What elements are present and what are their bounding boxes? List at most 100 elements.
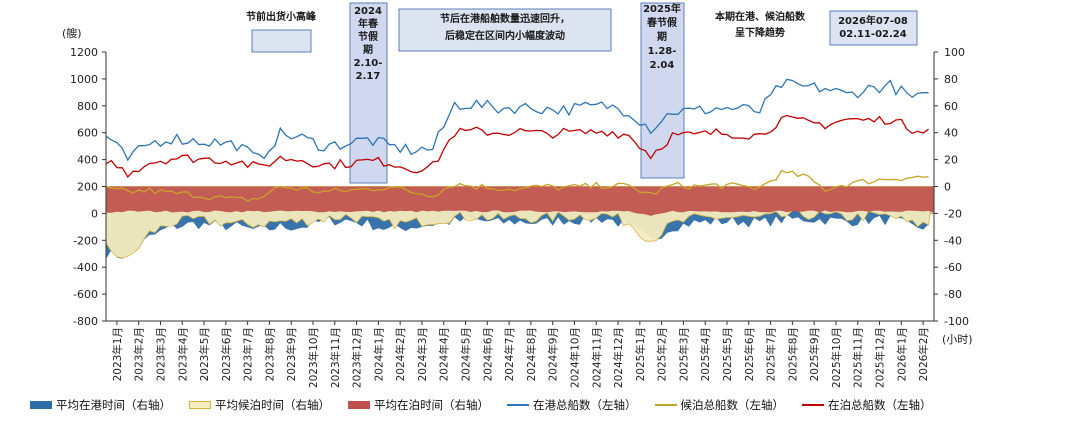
annotation-0-line-0: 节前出货小高峰 (246, 10, 317, 23)
right-axis-unit: (小时) (942, 333, 973, 346)
annotation-2-line-1: 后稳定在区间内小幅度波动 (445, 29, 565, 42)
x-tick-label: 2025年2月 (656, 327, 669, 381)
legend-item-avg-berthed: 平均在泊时间（右轴） (348, 397, 489, 413)
legend-swatch-avg-waiting (189, 401, 211, 409)
annotation-box-4 (829, 10, 918, 46)
legend-line-total-waiting (654, 404, 677, 406)
right-tick-label: -20 (944, 207, 962, 220)
x-tick-label: 2023年5月 (198, 327, 211, 381)
left-tick-label: 800 (77, 100, 98, 113)
x-tick-label: 2024年8月 (525, 327, 538, 381)
left-tick-label: 1000 (70, 73, 98, 86)
annotation-1-line-5: 2.17 (356, 71, 381, 82)
annotation-box-2 (398, 8, 612, 52)
x-tick-label: 2025年8月 (786, 327, 799, 381)
x-tick-label: 2025年10月 (830, 327, 843, 388)
annotation-box-3 (640, 2, 685, 179)
x-tick-label: 2024年5月 (460, 327, 473, 381)
legend-label-avg-waiting: 平均候泊时间（右轴） (215, 398, 330, 412)
x-tick-label: 2024年10月 (568, 327, 581, 388)
x-tick-label: 2025年12月 (874, 327, 887, 388)
x-tick-label: 2026年1月 (895, 327, 908, 381)
x-tick-label: 2023年11月 (329, 327, 342, 388)
legend-label-total-waiting: 候泊总船数（左轴） (680, 398, 785, 412)
x-tick-label: 2023年12月 (351, 327, 364, 388)
annotation-1-line-4: 2.10- (354, 58, 383, 69)
x-tick-label: 2024年1月 (372, 327, 385, 381)
annotation-3-line-4: 2.04 (650, 60, 675, 71)
right-tick-label: 0 (944, 181, 951, 194)
legend-line-total-in-port (507, 404, 529, 406)
x-tick-label: 2024年12月 (612, 327, 625, 388)
x-tick-label: 2025年6月 (743, 327, 756, 381)
right-tick-label: 60 (944, 100, 958, 113)
x-tick-label: 2025年9月 (808, 327, 821, 381)
x-tick-label: 2025年7月 (765, 327, 778, 381)
annotation-1-line-3: 期 (363, 43, 373, 56)
x-tick-label: 2023年3月 (154, 327, 167, 381)
annotation-3-line-0: 2025年 (643, 2, 681, 15)
annotation-4-line-0: 本期在港、候泊船数 (715, 10, 806, 23)
x-tick-label: 2025年4月 (699, 327, 712, 381)
legend-item-avg-waiting: 平均候泊时间（右轴） (189, 397, 330, 413)
x-tick-label: 2023年9月 (285, 327, 298, 381)
annotation-3-line-1: 春节假 (647, 16, 678, 29)
left-tick-label: 200 (77, 181, 98, 194)
legend-line-total-berthed (802, 404, 824, 406)
legend-label-avg-berthed: 平均在泊时间（右轴） (374, 398, 489, 412)
legend-swatch-avg-in-port (30, 401, 52, 409)
x-tick-label: 2023年2月 (133, 327, 146, 381)
right-tick-label: -60 (944, 261, 962, 274)
annotation-1-line-0: 2024 (354, 6, 382, 17)
right-tick-label: 80 (944, 73, 958, 86)
x-tick-label: 2026年2月 (917, 327, 930, 381)
right-tick-label: -80 (944, 288, 962, 301)
area-series-2 (106, 186, 934, 216)
x-tick-label: 2025年3月 (677, 327, 690, 381)
right-tick-label: -100 (944, 315, 969, 328)
x-tick-label: 2025年5月 (721, 327, 734, 381)
legend-label-total-in-port: 在港总船数（左轴） (533, 398, 637, 412)
annotation-1-line-2: 节假 (358, 30, 379, 43)
x-tick-label: 2023年6月 (220, 327, 233, 381)
x-tick-label: 2023年8月 (263, 327, 276, 381)
x-tick-label: 2025年11月 (852, 327, 865, 388)
annotation-3-line-2: 期 (657, 30, 667, 43)
legend-label-total-berthed: 在泊总船数（左轴） (828, 398, 932, 412)
x-tick-label: 2023年4月 (176, 327, 189, 381)
left-tick-label: 0 (91, 207, 98, 220)
line-series-4 (105, 169, 929, 202)
x-tick-label: 2024年9月 (547, 327, 560, 381)
annotation-5-line-0: 2026年07-08 (838, 14, 908, 27)
left-axis-unit: (艘) (62, 26, 82, 40)
line-series-5 (105, 114, 929, 178)
legend-item-avg-in-port: 平均在港时间（右轴） (30, 397, 171, 413)
annotation-5-line-1: 02.11-02.24 (839, 29, 906, 40)
annotation-4-line-1: 呈下降趋势 (735, 26, 785, 39)
left-tick-label: 600 (77, 127, 98, 140)
line-series-3 (105, 78, 929, 162)
legend-swatch-avg-berthed (348, 401, 370, 409)
x-tick-label: 2023年7月 (242, 327, 255, 381)
chart-legend: 平均在港时间（右轴） 平均候泊时间（右轴） 平均在泊时间（右轴） 在港总船数（左… (30, 396, 1070, 414)
x-tick-label: 2024年7月 (503, 327, 516, 381)
annotation-box-0 (251, 29, 312, 53)
left-tick-label: -400 (73, 261, 98, 274)
annotation-box-1 (349, 2, 388, 184)
x-tick-label: 2024年11月 (590, 327, 603, 388)
right-tick-label: 20 (944, 154, 958, 167)
x-tick-label: 2023年10月 (307, 327, 320, 388)
chart-canvas: 1200 1000 800 600 400 200 0 -20 0 -400 -600 -800 (艘)… (62, 2, 973, 388)
x-tick-label: 2024年2月 (394, 327, 407, 381)
left-tick-label: 400 (77, 154, 98, 167)
x-tick-label: 2023年1月 (111, 327, 124, 381)
annotation-3-line-3: 1.28- (648, 46, 677, 57)
left-tick-label: -800 (73, 315, 98, 328)
right-tick-label: 100 (944, 46, 965, 59)
legend-label-avg-in-port: 平均在港时间（右轴） (56, 398, 171, 412)
right-tick-label: -40 (944, 234, 962, 247)
left-tick-label: 1200 (70, 46, 98, 59)
left-tick-label: -600 (73, 288, 98, 301)
annotation-1-line-1: 年春 (358, 17, 378, 30)
x-tick-label: 2024年4月 (438, 327, 451, 381)
